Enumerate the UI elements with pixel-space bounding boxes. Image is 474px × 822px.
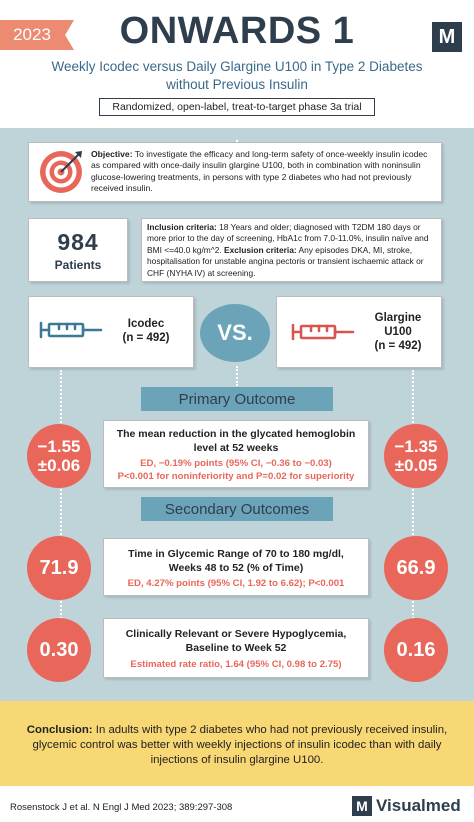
criteria-card: Inclusion criteria: 18 Years and older; … [141,218,442,282]
main-panel [0,128,474,701]
value-line: −1.35 [394,437,438,456]
logo-icon: M [432,22,462,52]
reference: Rosenstock J et al. N Engl J Med 2023; 3… [10,802,233,813]
inclusion-text: 18 Years and older; diagnosed with T2DM … [147,222,429,255]
objective-text: Objective: To investigate the efficacy a… [91,149,435,195]
outcome-title: Clinically Relevant or Severe Hypoglycem… [125,628,347,640]
value-line: ±0.05 [394,456,438,475]
outcome-title: level at 52 weeks [193,442,279,454]
icodec-secondary-value: 0.30 [27,618,91,682]
glargine-secondary-value: 0.16 [384,618,448,682]
divider [60,370,62,670]
value-line: ±0.06 [37,456,81,475]
divider [412,370,414,670]
outcome-result: ED, −0.19% points (95% CI, −0.36 to −0.0… [140,458,332,469]
primary-outcome-heading: Primary Outcome [141,387,333,411]
objective-body: To investigate the efficacy and long-ter… [91,149,428,194]
secondary-outcome-card: Clinically Relevant or Severe Hypoglycem… [103,618,369,678]
page-title: ONWARDS 1 [119,10,355,52]
vs-badge: VS. [200,304,270,362]
glargine-name: Glargine [374,312,422,324]
subtitle: Weekly Icodec versus Daily Glargine U100… [30,58,444,94]
secondary-outcomes-heading: Secondary Outcomes [141,497,333,521]
outcome-result: Estimated rate ratio, 1.64 (95% CI, 0.98… [130,659,342,670]
glargine-arm-card: Glargine U100 (n = 492) [276,296,442,368]
objective-card: Objective: To investigate the efficacy a… [28,142,442,202]
icodec-secondary-value: 71.9 [27,536,91,600]
divider [236,366,238,386]
primary-outcome-card: The mean reduction in the glycated hemog… [103,420,369,488]
icodec-n: (n = 492) [122,332,170,344]
footer: Rosenstock J et al. N Engl J Med 2023; 3… [0,786,474,822]
objective-label: Objective: [91,149,133,159]
glargine-name: U100 [384,326,412,338]
icodec-name: Icodec [127,318,165,330]
conclusion-text: In adults with type 2 diabetes who had n… [32,724,448,766]
glargine-label: Glargine U100 (n = 492) [359,311,437,353]
conclusion-label: Conclusion: [26,724,93,736]
trial-design: Randomized, open-label, treat-to-target … [99,98,375,116]
target-icon [40,151,82,193]
syringe-icon [291,323,355,341]
inclusion-label: Inclusion criteria: [147,222,217,232]
outcome-title: Weeks 48 to 52 (% of Time) [168,562,304,574]
conclusion: Conclusion: In adults with type 2 diabet… [0,701,474,786]
glargine-n: (n = 492) [374,340,422,352]
icodec-label: Icodec (n = 492) [107,317,185,345]
header: 2023 ONWARDS 1 M Weekly Icodec versus Da… [0,0,474,128]
exclusion-label: Exclusion criteria: [224,244,297,255]
year-badge: 2023 [0,20,74,50]
brand-logo: M Visualmed [352,796,461,816]
glargine-primary-value: −1.35 ±0.05 [384,424,448,488]
brand-name: Visualmed [376,796,461,815]
outcome-title: Baseline to Week 52 [185,642,287,654]
value-line: −1.55 [37,437,81,456]
syringe-icon [39,321,103,339]
exclusion-text: Any episodes DKA, MI, stroke, hospitalis… [147,244,424,278]
outcome-result: P<0.001 for noninferiority and P=0.02 fo… [117,470,355,482]
outcome-result: ED, 4.27% points (95% CI, 1.92 to 6.62);… [127,578,345,589]
patients-card: 984 Patients [28,218,128,282]
outcome-title: The mean reduction in the glycated hemog… [116,428,356,440]
icodec-arm-card: Icodec (n = 492) [28,296,194,368]
criteria-text: Inclusion criteria: 18 Years and older; … [147,222,439,279]
patient-label: Patients [54,258,102,272]
subtitle-line: without Previous Insulin [166,77,308,92]
secondary-outcome-card: Time in Glycemic Range of 70 to 180 mg/d… [103,538,369,596]
outcome-title: Time in Glycemic Range of 70 to 180 mg/d… [128,548,344,560]
icodec-primary-value: −1.55 ±0.06 [27,424,91,488]
brand-icon: M [352,796,372,816]
glargine-secondary-value: 66.9 [384,536,448,600]
subtitle-line: Weekly Icodec versus Daily Glargine U100… [51,59,423,74]
patient-count: 984 [57,229,99,255]
